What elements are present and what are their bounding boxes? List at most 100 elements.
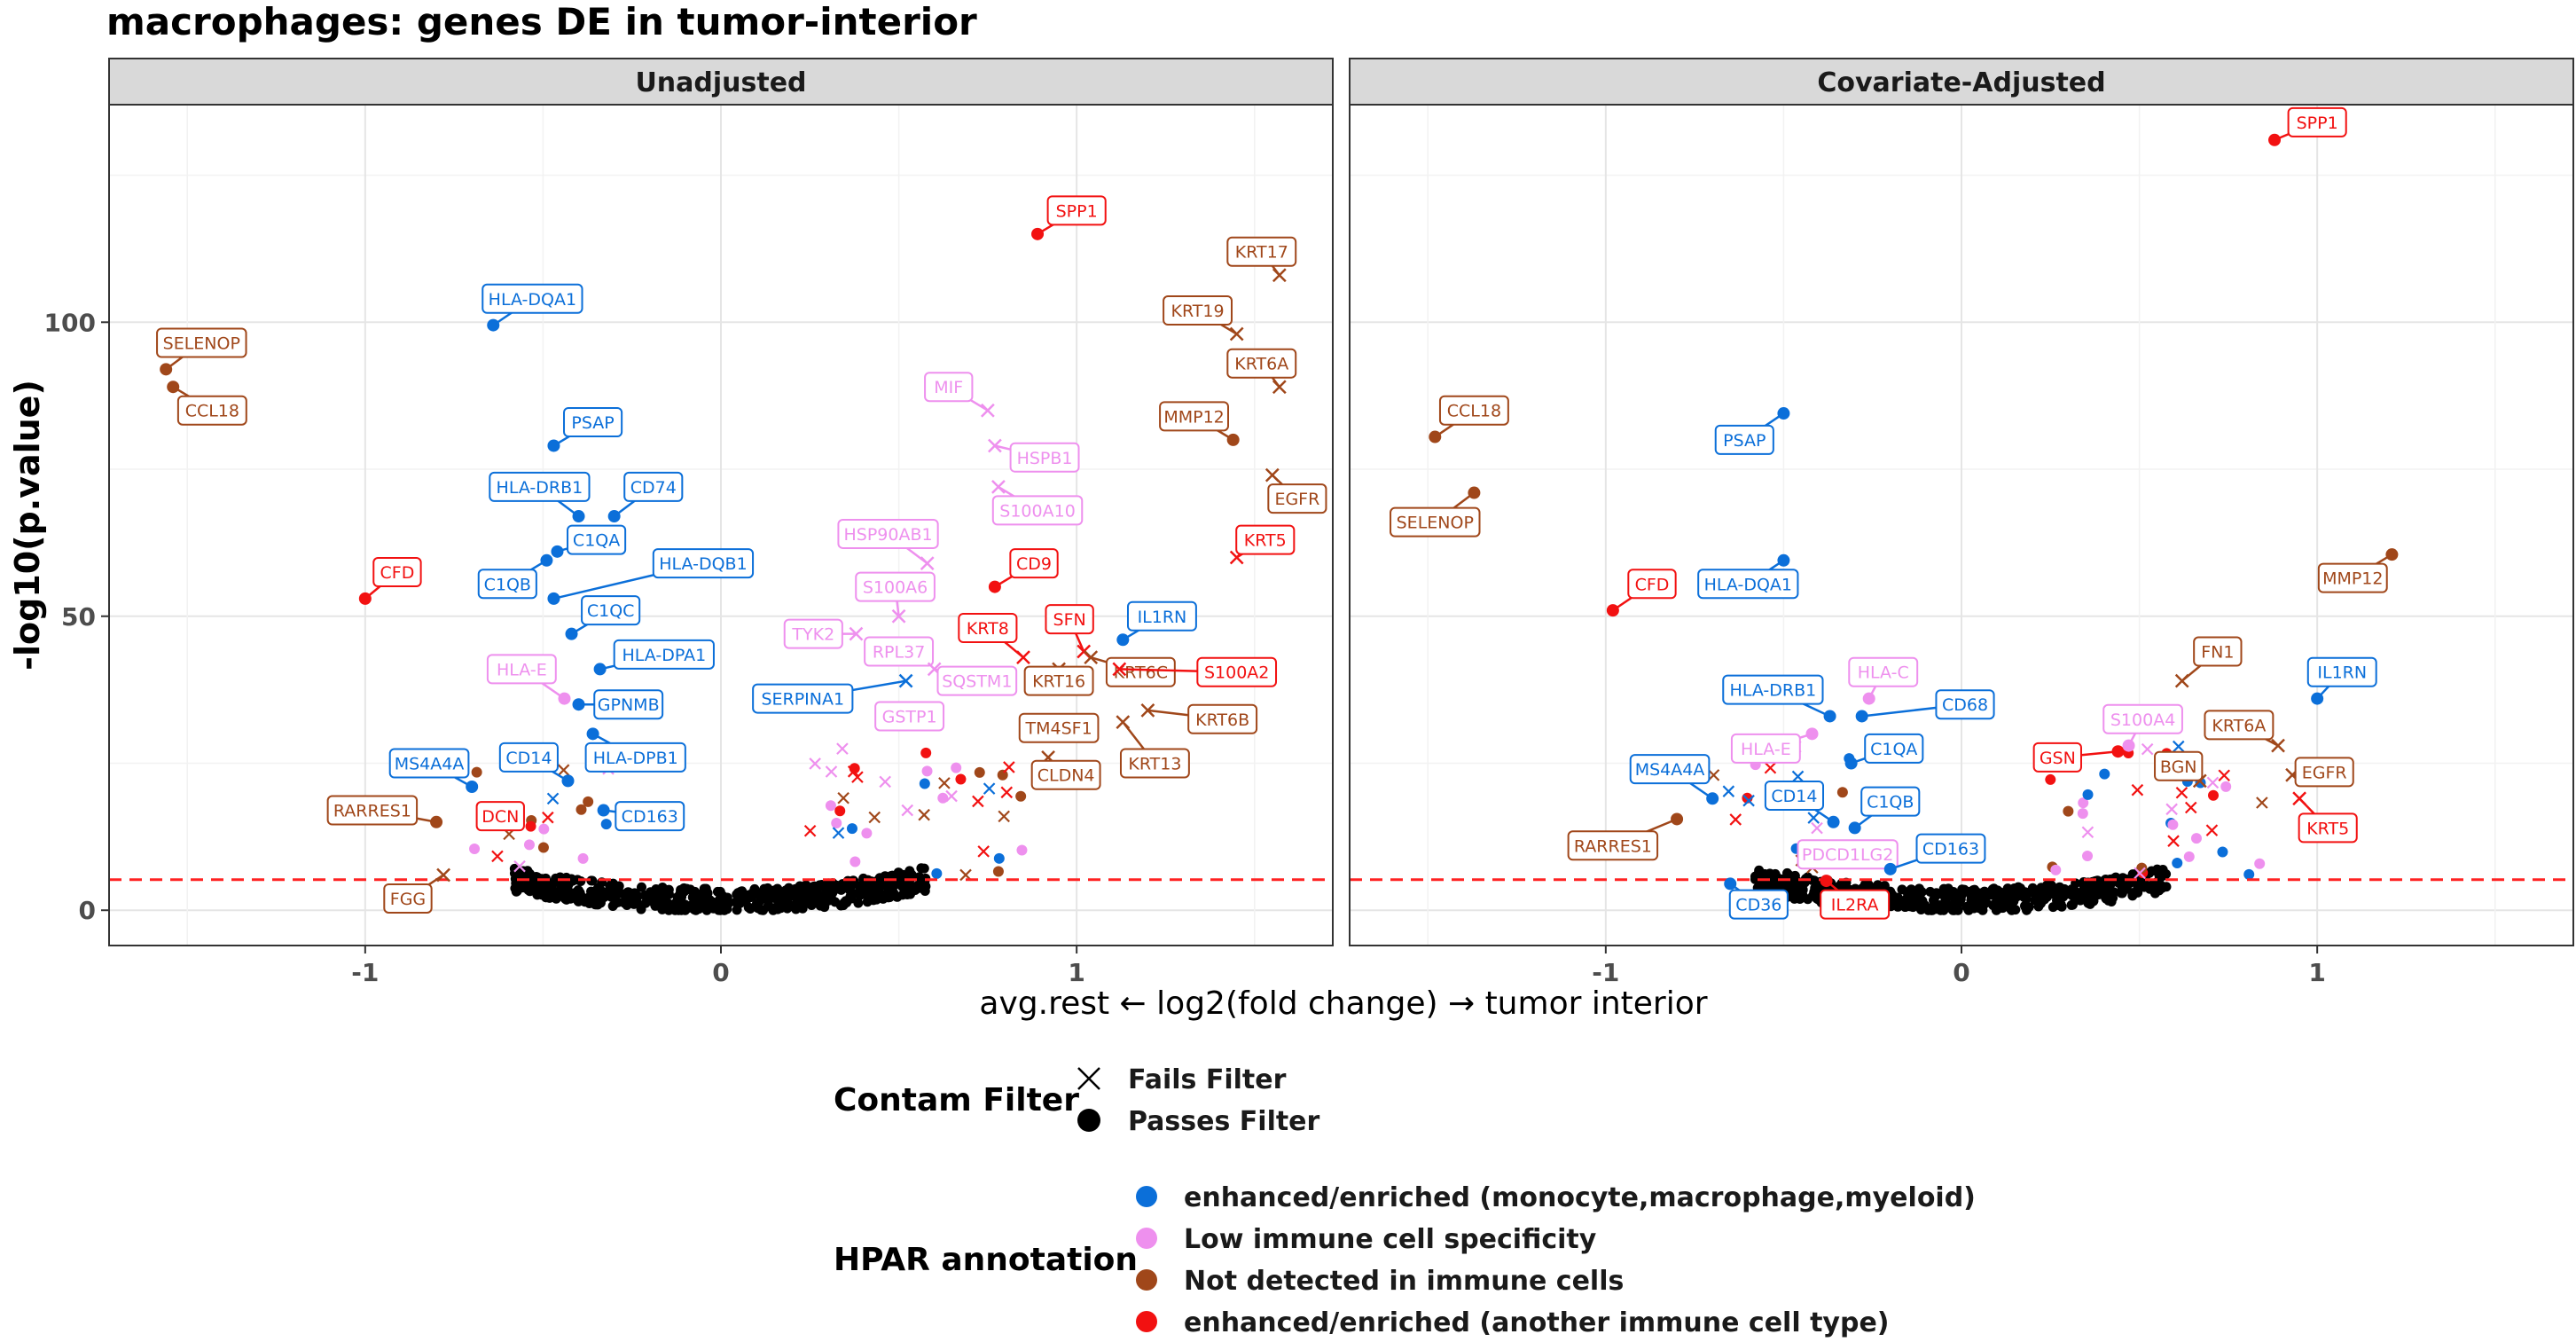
legend-label-low: Low immune cell specificity	[1184, 1224, 1597, 1255]
minor-point	[2218, 769, 2231, 782]
background-point	[914, 883, 925, 893]
background-point	[773, 889, 784, 899]
minor-point	[2190, 833, 2202, 844]
gene-label-box	[1226, 348, 1297, 379]
minor-point	[2207, 789, 2219, 801]
y-axis-label: -log10(p.value)	[8, 380, 47, 671]
panel-title: Covariate-Adjusted	[1817, 67, 2105, 98]
y-tick-label: 50	[61, 602, 96, 632]
minor-point	[831, 818, 842, 829]
minor-point	[2175, 786, 2188, 799]
minor-point	[918, 808, 930, 821]
gene-label-KRT6B: KRT6B	[1195, 710, 1249, 730]
minor-point	[2220, 781, 2232, 792]
gene-label-PDCD1LG2: PDCD1LG2	[1802, 845, 1893, 865]
gene-label-box	[2287, 106, 2347, 137]
background-point	[663, 905, 674, 915]
minor-point	[2063, 805, 2074, 817]
minor-point	[809, 757, 821, 770]
gene-label-S100A10: S100A10	[999, 501, 1076, 521]
gene-label-box	[176, 395, 247, 426]
point-marker-RARRES1	[1671, 812, 1684, 826]
background-point	[829, 885, 840, 896]
background-point	[900, 887, 911, 898]
gene-label-KRT13: KRT13	[1128, 754, 1181, 773]
background-point	[630, 888, 640, 899]
minor-point	[832, 827, 845, 839]
minor-point	[2184, 801, 2197, 814]
background-point	[2055, 882, 2065, 892]
minor-point	[931, 867, 943, 879]
background-point	[695, 899, 706, 909]
gene-label-box	[477, 569, 537, 600]
background-point	[1765, 868, 1775, 879]
gene-label-box	[1627, 569, 1677, 600]
gene-label-HLA-DQA1: HLA-DQA1	[1704, 575, 1792, 594]
background-point	[1771, 875, 1781, 886]
background-point	[586, 875, 597, 886]
minor-point	[1016, 844, 1028, 856]
minor-point	[993, 852, 1005, 864]
point-marker-S100A4	[2122, 739, 2135, 752]
point-marker-FGG	[436, 867, 450, 883]
minor-point	[2077, 808, 2088, 820]
minor-point	[2136, 862, 2148, 874]
legend-shape-title: Contam Filter	[834, 1082, 1079, 1118]
minor-point	[2172, 858, 2183, 869]
gene-label-box	[383, 883, 433, 914]
gene-label-HSP90AB1: HSP90AB1	[843, 525, 932, 545]
minor-point	[837, 791, 850, 804]
gene-label-box	[1567, 830, 1659, 861]
background-point	[756, 891, 766, 902]
background-point	[2105, 879, 2116, 890]
gene-label-box	[1196, 656, 1278, 687]
minor-point	[2256, 797, 2268, 809]
background-point	[2010, 905, 2021, 915]
minor-point	[974, 766, 985, 778]
gene-label-MMP12: MMP12	[1163, 407, 1224, 427]
background-point	[1954, 898, 1965, 908]
y-tick-label: 100	[44, 308, 96, 337]
gene-label-CFD: CFD	[380, 563, 415, 583]
gene-label-DCN: DCN	[482, 807, 519, 827]
minor-point	[2082, 789, 2094, 800]
background-point	[1905, 901, 1915, 912]
gene-label-SPP1: SPP1	[1056, 201, 1098, 221]
background-point	[550, 888, 560, 899]
gene-label-SELENOP: SELENOP	[1397, 514, 1474, 533]
background-point	[1879, 881, 1890, 891]
gene-label-box	[2306, 656, 2377, 687]
minor-point	[998, 810, 1010, 823]
gene-label-C1QA: C1QA	[1870, 740, 1917, 759]
point-marker-CD9	[988, 580, 1001, 593]
background-point	[1897, 884, 1907, 895]
gene-label-BGN: BGN	[2160, 757, 2197, 777]
point-marker-KRT6A	[1272, 380, 1287, 395]
gene-label-box	[1915, 833, 1986, 864]
gene-label-HLA-DPA1: HLA-DPA1	[622, 646, 706, 665]
gene-label-box	[1728, 889, 1789, 920]
minor-point	[1707, 769, 1720, 781]
gene-label-CCL18: CCL18	[185, 402, 239, 421]
minor-point	[945, 789, 958, 803]
background-point	[916, 863, 927, 874]
gene-label-box	[2204, 710, 2275, 741]
gene-label-box	[1864, 733, 1924, 764]
minor-point	[2078, 797, 2089, 809]
background-point	[712, 886, 723, 897]
point-marker-SELENOP	[1468, 486, 1481, 499]
point-marker-EGFR	[1265, 467, 1280, 483]
minor-point	[1015, 790, 1027, 802]
point-marker-C1QC	[565, 627, 578, 640]
background-point	[1925, 886, 1936, 897]
minor-point	[523, 839, 535, 851]
gene-label-box	[2032, 742, 2082, 773]
gene-label-box	[1267, 483, 1327, 514]
background-point	[2053, 899, 2063, 909]
gene-label-box	[1009, 548, 1059, 579]
gene-label-box	[623, 471, 684, 502]
minor-point	[983, 782, 996, 795]
gene-label-RPL37: RPL37	[873, 643, 925, 663]
point-marker-PSAP	[1777, 407, 1790, 420]
gene-label-box	[1018, 712, 1100, 743]
